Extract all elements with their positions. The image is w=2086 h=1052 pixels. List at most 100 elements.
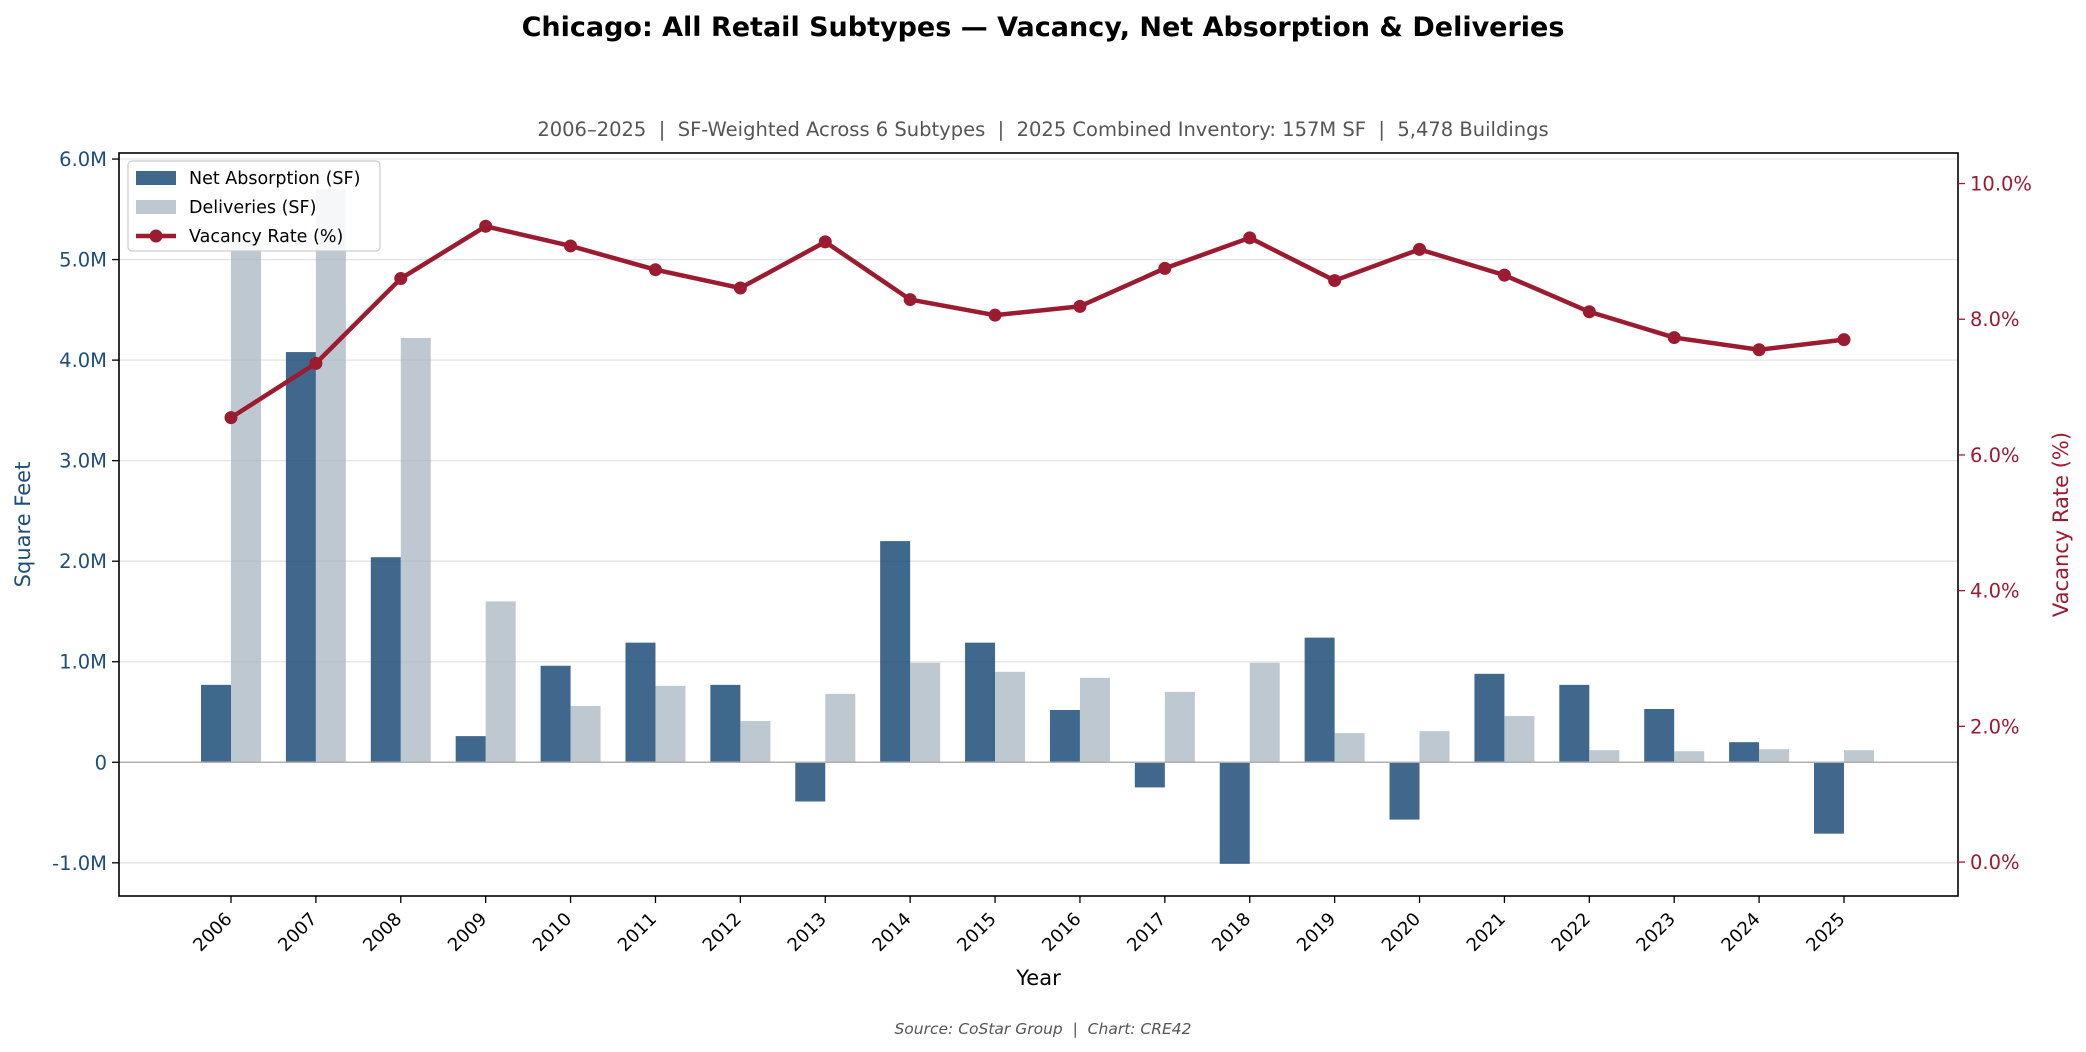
y2-axis-label: Vacancy Rate (%) <box>2049 432 2073 617</box>
legend: Net Absorption (SF) Deliveries (SF) Vacanc… <box>127 160 381 252</box>
legend-box <box>127 160 381 252</box>
vacancy-point <box>648 263 662 277</box>
bar-deliveries <box>1759 749 1790 763</box>
vacancy-point <box>1328 274 1342 288</box>
bar-deliveries <box>1674 751 1705 763</box>
x-axis-label: Year <box>1015 966 1061 990</box>
y2-tick-label: 4.0% <box>1970 580 2020 603</box>
bar-deliveries <box>825 693 856 763</box>
bar-net-absorption <box>965 642 996 763</box>
x-tick-label: 2007 <box>274 909 321 956</box>
y-tick-label: 6.0M <box>59 148 107 171</box>
bar-deliveries <box>655 685 686 763</box>
bar-net-absorption <box>1219 762 1250 864</box>
x-tick-label: 2023 <box>1633 909 1680 956</box>
vacancy-point <box>479 219 493 233</box>
x-tick-label: 2010 <box>529 909 576 956</box>
y-axis-label: Square Feet <box>11 462 35 588</box>
x-axis: 2006 2007 2008 2009 2010 2011 2012 2013 2014 2015… <box>189 896 1850 956</box>
bar-deliveries <box>1844 750 1874 763</box>
legend-swatch-marker <box>149 229 163 243</box>
legend-label: Vacancy Rate (%) <box>189 227 343 247</box>
chart-subtitle: 2006–2025 | SF-Weighted Across 6 Subtype… <box>537 118 1548 141</box>
bar-net-absorption <box>880 541 911 763</box>
bar-net-absorption <box>625 642 656 763</box>
legend-swatch <box>136 200 176 214</box>
vacancy-point <box>224 411 238 425</box>
y-tick-label: 1.0M <box>59 651 107 674</box>
vacancy-point <box>1243 231 1257 245</box>
plot-frame <box>118 152 1959 897</box>
vacancy-point <box>1073 299 1087 313</box>
x-tick-label: 2006 <box>189 909 236 956</box>
y-axis-right: 0.0% 2.0% 4.0% 6.0% 8.0% 10.0% <box>1958 173 2032 874</box>
y2-tick-label: 6.0% <box>1970 444 2020 467</box>
bar-net-absorption <box>370 557 401 763</box>
legend-label: Deliveries (SF) <box>189 198 316 218</box>
bar-deliveries <box>315 189 346 763</box>
bar-net-absorption <box>201 684 231 763</box>
x-tick-label: 2018 <box>1208 909 1255 956</box>
legend-label: Net Absorption (SF) <box>189 169 360 189</box>
bar-net-absorption <box>1474 673 1505 763</box>
vacancy-point <box>394 272 408 286</box>
vacancy-line <box>224 219 1851 425</box>
bar-net-absorption <box>1644 708 1675 763</box>
y-tick-label: 0 <box>95 751 107 774</box>
bar-deliveries <box>1164 691 1195 763</box>
bar-deliveries <box>910 662 941 763</box>
x-tick-label: 2013 <box>784 909 831 956</box>
bar-net-absorption <box>1049 709 1080 763</box>
vacancy-point <box>309 356 323 370</box>
bar-deliveries <box>1504 716 1535 763</box>
x-tick-label: 2017 <box>1123 909 1170 956</box>
x-tick-label: 2021 <box>1463 909 1510 956</box>
bar-deliveries <box>740 721 771 763</box>
x-tick-label: 2009 <box>444 909 491 956</box>
bar-deliveries <box>570 705 601 763</box>
bar-net-absorption <box>540 665 571 763</box>
bar-net-absorption <box>455 736 486 763</box>
y-tick-label: -1.0M <box>52 852 107 875</box>
x-tick-label: 2016 <box>1038 909 1085 956</box>
y-tick-label: 5.0M <box>59 249 107 272</box>
x-tick-label: 2011 <box>614 909 661 956</box>
bar-deliveries <box>400 337 431 763</box>
bar-deliveries <box>1079 677 1110 763</box>
vacancy-point <box>1582 305 1596 319</box>
vacancy-point <box>564 239 578 253</box>
bar-deliveries <box>995 671 1026 763</box>
vacancy-point <box>988 308 1002 322</box>
vacancy-point <box>1413 242 1427 256</box>
vacancy-point <box>733 281 747 295</box>
y2-tick-label: 8.0% <box>1970 308 2020 331</box>
bar-net-absorption <box>710 684 741 763</box>
vacancy-point <box>1158 261 1172 275</box>
x-tick-label: 2014 <box>868 909 915 956</box>
bar-deliveries <box>1334 733 1365 763</box>
y2-tick-label: 0.0% <box>1970 851 2020 874</box>
vacancy-point <box>1667 331 1681 345</box>
y-tick-label: 3.0M <box>59 450 107 473</box>
chart-source: Source: CoStar Group | Chart: CRE42 <box>894 1020 1191 1038</box>
vacancy-point <box>1837 333 1851 347</box>
x-tick-label: 2022 <box>1548 909 1595 956</box>
bar-deliveries <box>485 601 516 763</box>
x-tick-label: 2025 <box>1802 909 1849 956</box>
vacancy-rate-line <box>228 224 1847 420</box>
y2-tick-label: 2.0% <box>1970 715 2020 738</box>
vacancy-point <box>818 235 832 249</box>
x-tick-label: 2012 <box>699 909 746 956</box>
y-tick-label: 4.0M <box>59 349 107 372</box>
bar-deliveries <box>1419 731 1450 763</box>
x-tick-label: 2008 <box>359 909 406 956</box>
vacancy-point <box>1497 268 1511 282</box>
vacancy-point <box>1752 343 1766 357</box>
x-tick-label: 2024 <box>1717 909 1764 956</box>
chart-title: Chicago: All Retail Subtypes — Vacancy, … <box>522 12 1565 43</box>
bar-deliveries <box>1249 662 1280 763</box>
bars <box>201 189 1874 864</box>
bar-net-absorption <box>1304 637 1335 763</box>
bar-net-absorption <box>795 762 826 802</box>
